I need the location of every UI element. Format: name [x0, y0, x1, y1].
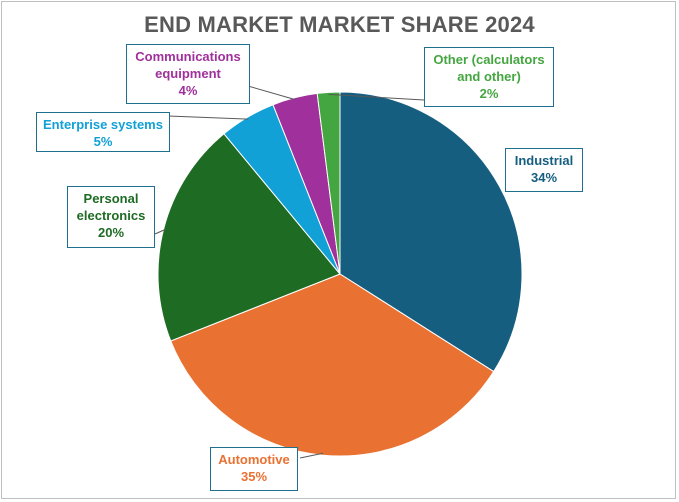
label-percent: 20% [97, 225, 125, 240]
label-percent: 4% [178, 83, 198, 98]
label-personal-electronics: Personal electronics 20% [67, 186, 155, 248]
label-percent: 35% [240, 469, 268, 484]
leader-line-enterprise-systems [167, 115, 249, 120]
label-percent: 34% [530, 170, 558, 185]
chart-title: END MARKET MARKET SHARE 2024 [144, 12, 535, 37]
label-automotive: Automotive 35% [210, 447, 298, 491]
label-text: Industrial [514, 153, 574, 168]
pie-slice-industrial [339, 91, 523, 373]
pie-slice-automotive [170, 273, 495, 457]
label-text: Enterprise systems [43, 117, 163, 132]
label-percent: 2% [479, 86, 499, 101]
leader-line-automotive [299, 452, 324, 459]
label-percent: 5% [93, 134, 113, 149]
label-communications-equipment: Communications equipment 4% [126, 44, 250, 104]
label-industrial: Industrial 34% [505, 148, 583, 192]
label-text: Personal electronics [76, 191, 146, 223]
pie-slice-personal-electronics [157, 133, 341, 342]
label-text: Other (calculators and other) [433, 52, 545, 84]
label-text: Automotive [218, 452, 290, 467]
label-other: Other (calculators and other) 2% [424, 47, 554, 107]
pie-slice-other [316, 91, 341, 275]
leader-line-personal-electronics [154, 228, 166, 235]
leader-line-communications-equipment [247, 85, 296, 101]
leader-line-other [328, 93, 425, 101]
label-enterprise-systems: Enterprise systems 5% [36, 112, 170, 152]
label-text: Communications equipment [135, 49, 241, 81]
